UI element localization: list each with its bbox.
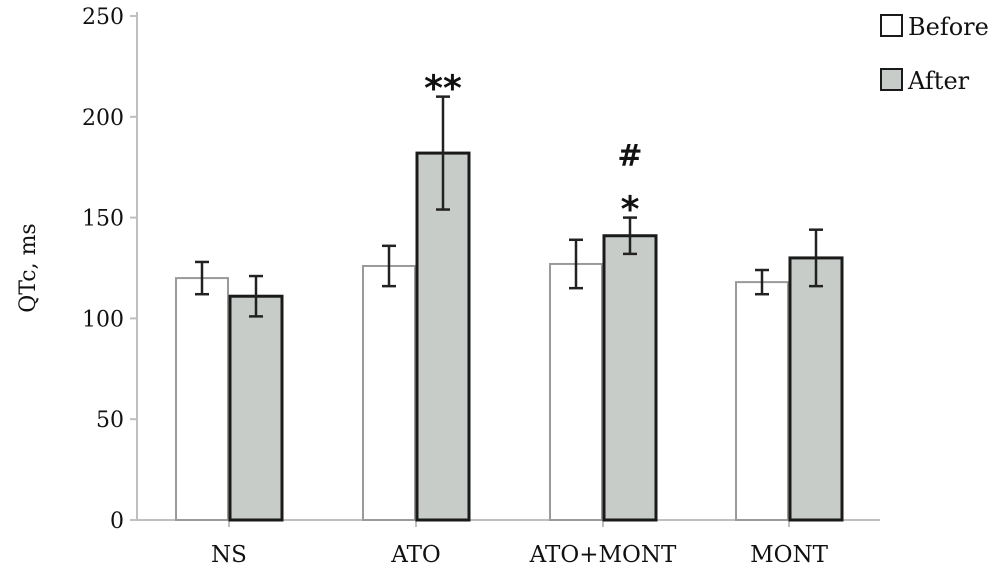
bar-before-ato-mont (549, 262, 603, 521)
bar-after-ns (228, 294, 284, 522)
bar-before-ato (362, 264, 416, 522)
y-tick-label: 0 (110, 509, 124, 534)
error-bar (195, 260, 209, 296)
y-tick-label: 250 (82, 5, 124, 30)
significance-marker: ** (424, 69, 462, 110)
y-axis-label: QTc, ms (16, 223, 41, 312)
y-tick-label: 200 (82, 106, 124, 131)
x-tick-label: MONT (750, 542, 829, 568)
y-tick-label: 100 (82, 307, 124, 332)
legend-swatch-before (880, 14, 903, 37)
x-tick-label: ATO+MONT (529, 542, 677, 568)
bar-after-ato-mont (602, 234, 658, 522)
bar-after-ato (415, 151, 471, 522)
legend: Before After (880, 13, 989, 95)
bars (175, 95, 844, 522)
error-bar (569, 238, 583, 290)
bar-before-ns (175, 277, 229, 521)
x-tick-label: ATO (390, 542, 441, 568)
legend-label-before: Before (908, 13, 989, 41)
error-bar (249, 274, 263, 318)
legend-swatch-after (880, 68, 903, 91)
legend-label-after: After (907, 67, 970, 95)
x-tick-label: NS (211, 542, 247, 568)
significance-marker: * (621, 190, 640, 231)
annotations: ***# (424, 69, 642, 231)
y-tick-label: 50 (96, 408, 124, 433)
significance-marker: # (617, 139, 642, 174)
error-bar (623, 216, 637, 256)
error-bar (436, 95, 450, 211)
axes: 0 50 100 150 200 250 QTc, ms NS ATO ATO+MONT MONT (16, 5, 880, 568)
error-bar (382, 244, 396, 288)
bar-after-mont (788, 256, 844, 522)
bar-before-mont (735, 281, 789, 521)
y-tick-label: 150 (82, 207, 124, 232)
error-bar (755, 268, 769, 296)
error-bar (809, 228, 823, 288)
